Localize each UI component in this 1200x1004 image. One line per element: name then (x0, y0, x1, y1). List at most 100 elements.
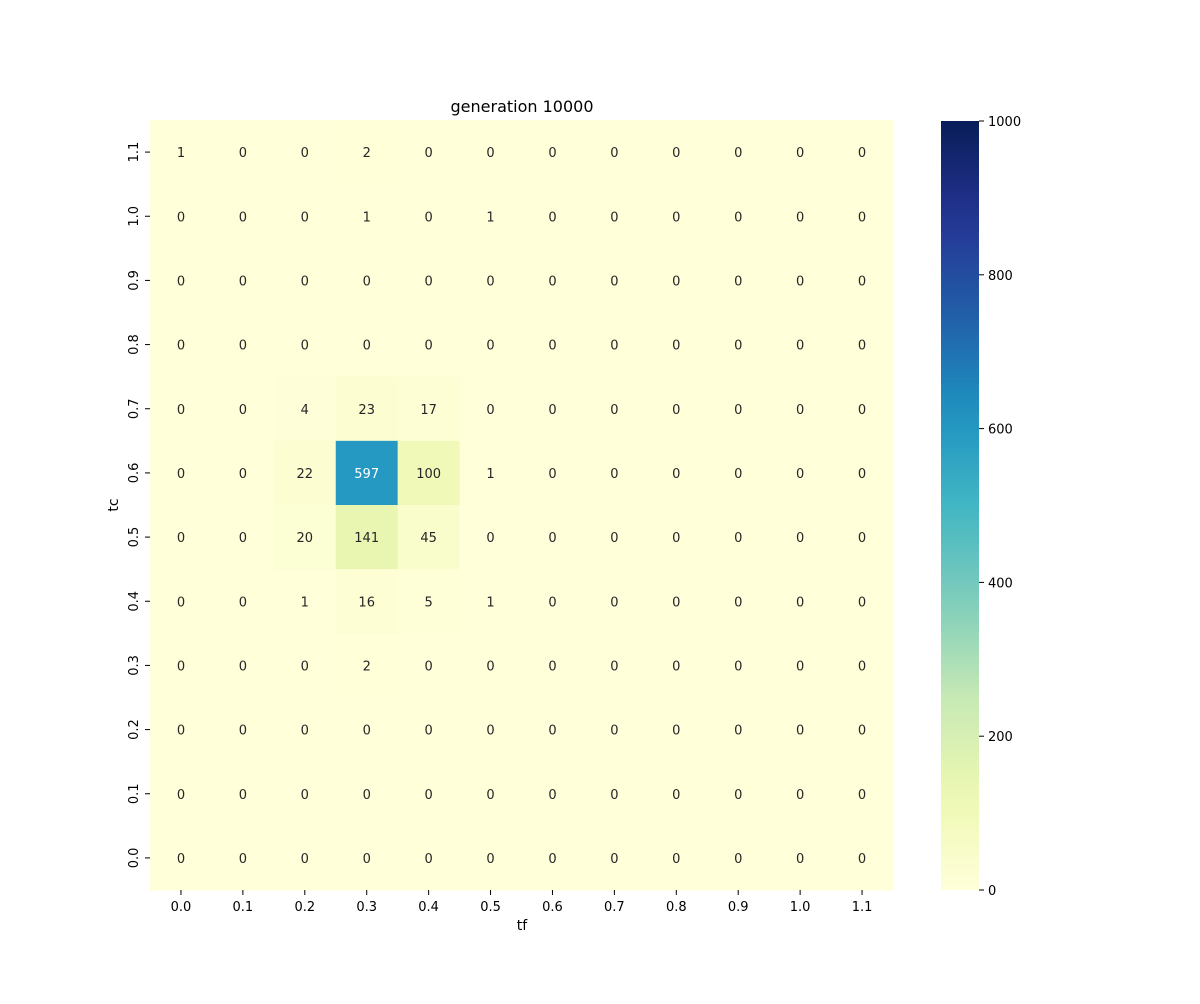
heatmap-cell (645, 505, 708, 570)
cell-value-label: 0 (610, 852, 618, 867)
heatmap-cell (769, 376, 832, 442)
heatmap-cell (335, 312, 399, 378)
heatmap-cell (397, 761, 461, 827)
heatmap-cell (211, 248, 275, 314)
cell-value-label: 0 (486, 274, 494, 289)
heatmap-cell (397, 569, 461, 634)
cell-value-label: 0 (548, 339, 556, 354)
cell-value-label: 0 (858, 274, 866, 289)
heatmap-cell (150, 633, 213, 699)
heatmap-cell (521, 761, 585, 827)
x-tick-label: 0.3 (356, 900, 377, 915)
heatmap-cell (707, 440, 770, 506)
cell-value-label: 16 (358, 595, 375, 610)
heatmap-cell (521, 312, 585, 378)
y-tick-label: 0.0 (127, 848, 142, 869)
cell-value-label: 0 (734, 274, 742, 289)
heatmap-cell (707, 184, 770, 249)
heatmap-cell (211, 312, 275, 378)
cell-value-label: 100 (416, 467, 441, 482)
heatmap-cell (769, 248, 832, 314)
cell-value-label: 0 (734, 339, 742, 354)
cell-value-label: 0 (858, 852, 866, 867)
cell-value-label: 2 (363, 146, 371, 161)
heatmap-cell (769, 312, 832, 378)
cell-value-label: 0 (734, 659, 742, 674)
cell-value-label: 0 (177, 788, 185, 803)
heatmap-cell (459, 312, 523, 378)
cell-value-label: 0 (548, 531, 556, 546)
cell-value-label: 0 (239, 467, 247, 482)
heatmap-cell (335, 825, 399, 891)
cell-value-label: 1 (486, 467, 494, 482)
cell-value-label: 0 (486, 724, 494, 739)
heatmap-cell (521, 120, 585, 185)
x-tick-label: 0.0 (171, 900, 192, 915)
cell-value-label: 0 (424, 146, 432, 161)
heatmap-cell (583, 184, 646, 249)
cell-value-label: 0 (363, 274, 371, 289)
heatmap-cell (831, 569, 894, 634)
cell-value-label: 0 (734, 210, 742, 225)
heatmap-cell (769, 569, 832, 634)
heatmap-cell (831, 184, 894, 249)
heatmap-cell (769, 761, 832, 827)
heatmap-cell (831, 376, 894, 442)
heatmap-cell (273, 697, 337, 763)
heatmap-cell (273, 184, 337, 249)
cell-value-label: 0 (858, 724, 866, 739)
cell-value-label: 0 (424, 210, 432, 225)
heatmap-cell (707, 697, 770, 763)
heatmap-cell (707, 248, 770, 314)
cell-value-label: 0 (177, 659, 185, 674)
heatmap-cell (397, 376, 461, 442)
x-tick-label: 0.4 (418, 900, 439, 915)
heatmap-cell (397, 248, 461, 314)
cell-value-label: 0 (610, 146, 618, 161)
y-tick-label: 0.1 (127, 783, 142, 804)
cell-value-label: 4 (301, 403, 309, 418)
heatmap-cell (459, 569, 523, 634)
heatmap-cell (831, 248, 894, 314)
heatmap-cell (583, 248, 646, 314)
cell-value-label: 0 (796, 339, 804, 354)
cell-value-label: 0 (548, 724, 556, 739)
heatmap-cell (769, 505, 832, 570)
cell-value-label: 0 (610, 595, 618, 610)
cell-value-label: 0 (610, 403, 618, 418)
heatmap-cell (150, 376, 213, 442)
heatmap-cell (273, 440, 337, 506)
heatmap-cell (831, 761, 894, 827)
cell-value-label: 17 (420, 403, 437, 418)
y-axis-ticks: 1.1 1.0 0.9 0.8 0.7 0.6 0.5 0.4 0.3 0.2 0.1 0.0 (127, 142, 150, 869)
cell-value-label: 0 (734, 852, 742, 867)
heatmap-cell (459, 376, 523, 442)
heatmap-cell (645, 440, 708, 506)
cell-value-label: 0 (548, 659, 556, 674)
cell-value-label: 0 (796, 724, 804, 739)
cell-value-label: 0 (734, 595, 742, 610)
heatmap-cell (459, 633, 523, 699)
heatmap-cell (769, 825, 832, 891)
heatmap-cell (211, 184, 275, 249)
heatmap-cell (397, 505, 461, 570)
heatmap-cell (459, 697, 523, 763)
heatmap-cell (150, 505, 213, 570)
heatmap-cell (273, 825, 337, 891)
cell-value-label: 1 (486, 595, 494, 610)
cell-value-label: 0 (424, 852, 432, 867)
cell-value-label: 141 (354, 531, 379, 546)
x-axis-label: tf (517, 918, 528, 934)
x-tick-label: 0.9 (728, 900, 749, 915)
heatmap-cell (397, 120, 461, 185)
heatmap-cell (150, 312, 213, 378)
cell-value-label: 0 (177, 467, 185, 482)
cell-value-label: 0 (796, 467, 804, 482)
cell-value-label: 0 (363, 788, 371, 803)
cell-value-label: 0 (301, 146, 309, 161)
heatmap-cell (583, 633, 646, 699)
cell-value-label: 5 (424, 595, 432, 610)
x-tick-label: 0.7 (604, 900, 625, 915)
heatmap-cell (707, 761, 770, 827)
